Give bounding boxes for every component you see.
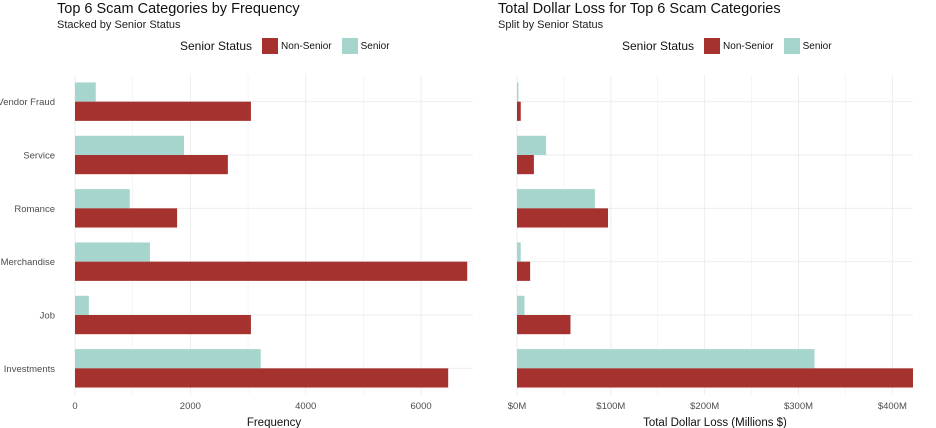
x-tick-label: $0M [508, 401, 527, 412]
bar-non-senior-service [75, 155, 228, 175]
bar-non-senior-merchandise [517, 261, 531, 281]
bar-senior-job [75, 295, 89, 315]
chart-subtitle: Split by Senior Status [498, 19, 604, 31]
bar-non-senior-job [517, 315, 571, 335]
y-tick-label: Job [40, 311, 55, 322]
bar-senior-vendor-fraud [517, 82, 519, 102]
bar-non-senior-investments [75, 368, 449, 388]
x-tick-label: $200M [690, 401, 719, 412]
legend-key-non-senior [704, 38, 721, 54]
bar-senior-service [517, 135, 547, 155]
x-tick-label: $100M [596, 401, 625, 412]
x-tick-label: 6000 [411, 401, 432, 412]
bar-senior-investments [75, 349, 261, 369]
bar-senior-vendor-fraud [75, 82, 96, 102]
legend-label-senior: Senior [802, 40, 832, 52]
legend-key-non-senior [262, 38, 279, 54]
x-axis-label: Total Dollar Loss (Millions $) [643, 417, 787, 428]
bar-senior-romance [517, 189, 595, 209]
frequency-bar-chart: Vendor Fraud Service Romance Merchandise Job… [0, 75, 473, 428]
bar-non-senior-merchandise [75, 261, 468, 281]
bar-non-senior-romance [517, 208, 609, 228]
bar-non-senior-investments [517, 368, 913, 388]
legend-title: Senior Status [180, 39, 253, 53]
y-tick-label: Merchandise [1, 257, 55, 268]
dollar-loss-chart-panel: Total Dollar Loss for Top 6 Scam Categor… [478, 0, 936, 428]
x-tick-label: 2000 [180, 401, 201, 412]
bar-senior-merchandise [517, 242, 521, 262]
legend-key-senior [783, 38, 800, 54]
bar-non-senior-romance [75, 208, 178, 228]
bar-non-senior-vendor-fraud [75, 101, 251, 121]
bar-non-senior-service [517, 155, 534, 175]
bar-senior-job [517, 295, 525, 315]
legend: Senior Status Non-Senior Senior [180, 37, 400, 55]
frequency-chart-panel: Top 6 Scam Categories by Frequency Stack… [0, 1, 473, 428]
legend-title: Senior Status [622, 39, 695, 53]
chart-title: Total Dollar Loss for Top 6 Scam Categor… [498, 1, 781, 17]
x-tick-label: 4000 [295, 401, 316, 412]
bar-senior-service [75, 135, 185, 155]
chart-subtitle: Stacked by Senior Status [57, 19, 181, 31]
y-tick-label: Investments [4, 364, 55, 375]
chart-title: Top 6 Scam Categories by Frequency [57, 1, 300, 17]
legend-label-senior: Senior [360, 40, 390, 52]
legend: Senior Status Non-Senior Senior [622, 37, 842, 55]
x-tick-label: 0 [72, 401, 77, 412]
bar-senior-romance [75, 189, 130, 209]
dollar-loss-bar-chart: $0M $100M $200M $300M $400M Total Dollar Loss… [508, 75, 913, 428]
y-tick-label: Service [23, 151, 55, 162]
bar-non-senior-job [75, 315, 251, 335]
legend-label-non-senior: Non-Senior [281, 40, 332, 52]
bar-senior-merchandise [75, 242, 150, 262]
y-tick-label: Romance [14, 204, 55, 215]
legend-label-non-senior: Non-Senior [723, 40, 774, 52]
x-axis-label: Frequency [247, 417, 302, 428]
y-tick-label: Vendor Fraud [0, 97, 55, 108]
bar-senior-investments [517, 349, 815, 369]
x-tick-label: $400M [878, 401, 907, 412]
bar-non-senior-vendor-fraud [517, 101, 521, 121]
legend-key-senior [341, 38, 358, 54]
x-tick-label: $300M [784, 401, 813, 412]
